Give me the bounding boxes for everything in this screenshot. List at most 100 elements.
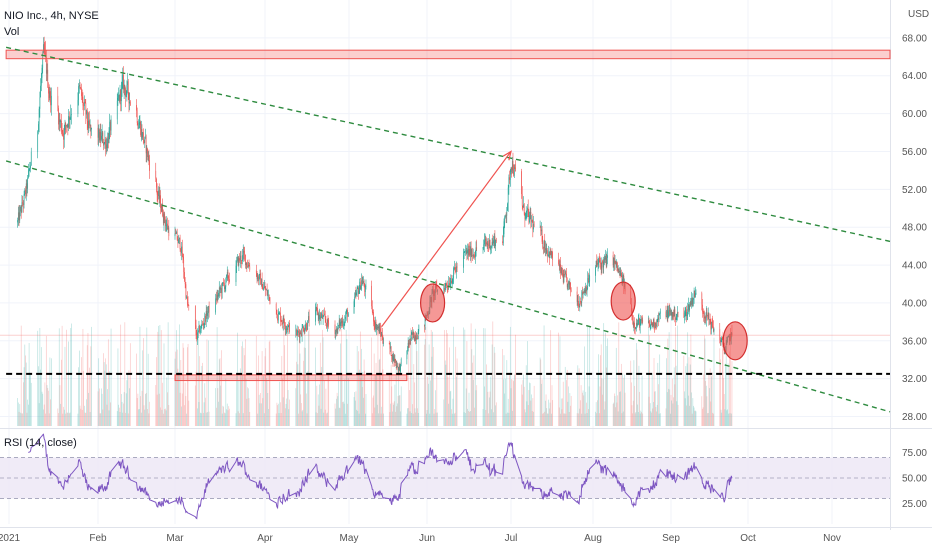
candle-body [390, 346, 392, 356]
candle-body [588, 278, 589, 282]
volume-bar [691, 413, 693, 426]
candle-body [579, 301, 581, 308]
volume-bar [728, 413, 730, 426]
candle-body [614, 260, 616, 264]
volume-bar [301, 411, 303, 426]
candle-body [576, 291, 578, 302]
candle-body [98, 129, 100, 138]
volume-bar [704, 338, 706, 426]
candle-body [196, 335, 198, 340]
candle-body [388, 342, 390, 345]
volume-bar [58, 328, 60, 426]
candle-body [106, 144, 108, 149]
volume-bar [161, 409, 163, 426]
candle-body [490, 247, 492, 249]
volume-bar [360, 378, 362, 426]
volume-bar [687, 395, 689, 426]
volume-bar [604, 401, 606, 426]
candle-body [390, 346, 391, 349]
candle-body [666, 316, 667, 317]
volume-bar [413, 364, 415, 426]
volume-bar [396, 406, 398, 426]
candle-body [649, 324, 651, 327]
candle-body [531, 220, 533, 222]
volume-bar [522, 380, 524, 426]
candle-body [117, 97, 119, 101]
volume-bar [261, 403, 262, 426]
volume-bar [23, 367, 25, 426]
candle-body [19, 211, 21, 221]
volume-bar [432, 347, 434, 426]
volume-bar [321, 366, 323, 426]
volume-bar [673, 367, 675, 426]
candle-body [639, 318, 640, 328]
volume-bar [48, 390, 49, 426]
volume-bar [684, 398, 686, 426]
candle-body [208, 305, 209, 314]
candle-body [198, 325, 200, 331]
candle-body [671, 312, 673, 318]
candle-body [713, 326, 714, 332]
volume-bar [658, 413, 660, 426]
volume-bar [81, 357, 82, 426]
zone-rect [174, 374, 408, 382]
volume-bar [492, 321, 494, 426]
candle-body [66, 124, 68, 127]
volume-bar [491, 344, 493, 426]
candle-body [495, 239, 497, 242]
candle-body [354, 296, 356, 302]
candle-body [612, 255, 614, 266]
candle-body [44, 49, 46, 53]
candle-body [467, 249, 468, 254]
candle-body [145, 136, 147, 154]
volume-bar [60, 403, 62, 426]
volume-bar [509, 326, 511, 426]
volume-bar [415, 412, 417, 426]
volume-bar [568, 386, 569, 426]
price-tick-label: 60.00 [902, 109, 927, 120]
volume-bar [677, 404, 679, 426]
volume-bar [66, 412, 68, 426]
volume-bar [595, 402, 597, 426]
volume-bar [721, 331, 723, 426]
candle-body [551, 250, 553, 257]
candle-body [129, 101, 131, 106]
volume-bar [730, 332, 732, 426]
candle-body [450, 280, 452, 285]
candle-body [58, 119, 60, 125]
time-tick-label: Mar [166, 533, 184, 544]
candle-body [97, 127, 99, 138]
candle-body [583, 292, 585, 294]
candle-body [704, 316, 706, 319]
volume-bar [486, 364, 487, 426]
volume-bar [266, 378, 267, 426]
volume-bar [145, 393, 147, 426]
volume-bar [595, 411, 596, 426]
volume-bar [235, 413, 237, 426]
candle-body [552, 256, 554, 260]
candle-body [99, 131, 101, 141]
candle-body [397, 366, 399, 371]
candle-body [392, 354, 394, 362]
candle-body [471, 255, 473, 257]
volume-bar [373, 395, 374, 426]
candle-body [380, 328, 381, 332]
candle-body [86, 109, 88, 122]
volume-bar [543, 325, 545, 426]
volume-bar [630, 360, 632, 426]
volume-bar [166, 377, 168, 426]
candle-body [584, 289, 586, 294]
volume-bar [513, 375, 515, 426]
candle-body [465, 250, 467, 252]
candle-body [108, 131, 110, 143]
volume-bar [485, 409, 487, 426]
candle-body [670, 310, 672, 316]
volume-bar [649, 335, 650, 426]
highlight-ellipse [420, 283, 446, 323]
volume-bar [399, 395, 401, 426]
volume-bar [390, 364, 392, 426]
volume-bar [216, 327, 218, 426]
candle-body [373, 312, 374, 322]
volume-bar [284, 345, 285, 426]
